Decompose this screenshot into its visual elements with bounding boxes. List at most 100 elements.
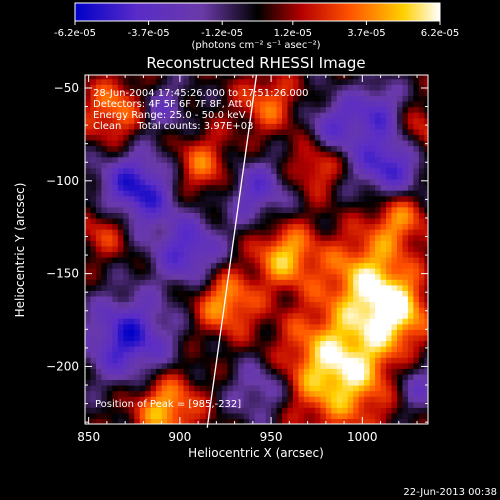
heatmap-cell: [407, 362, 414, 369]
heatmap-cell: [232, 162, 239, 169]
heatmap-cell: [178, 139, 185, 147]
heatmap-cell: [112, 78, 119, 85]
heatmap-cell: [260, 312, 267, 319]
heatmap-cell: [183, 323, 190, 330]
heatmap-cell: [292, 95, 300, 102]
heatmap-cell: [413, 373, 420, 381]
heatmap-cell: [106, 334, 113, 342]
heatmap-cell: [205, 212, 212, 219]
heatmap-cell: [386, 262, 393, 269]
heatmap-cell: [227, 396, 234, 403]
heatmap-cell: [336, 106, 343, 113]
heatmap-cell: [380, 301, 387, 308]
heatmap-cell: [418, 167, 425, 174]
heatmap-cell: [85, 195, 92, 202]
heatmap-cell: [314, 217, 321, 225]
heatmap-cell: [364, 290, 371, 297]
heatmap-cell: [347, 362, 354, 369]
heatmap-cell: [265, 273, 272, 280]
heatmap-cell: [145, 340, 152, 347]
heatmap-cell: [396, 284, 404, 291]
heatmap-cell: [265, 418, 272, 424]
heatmap-cell: [298, 401, 305, 408]
heatmap-cell: [249, 78, 256, 85]
heatmap-cell: [128, 167, 135, 174]
heatmap-cell: [210, 245, 217, 252]
heatmap-cell: [90, 95, 97, 102]
heatmap-cell: [101, 240, 108, 247]
heatmap-cell: [282, 268, 289, 275]
heatmap-cell: [123, 362, 130, 369]
heatmap-cell: [90, 357, 97, 364]
heatmap-cell: [106, 206, 113, 213]
heatmap-cell: [150, 212, 157, 219]
heatmap-cell: [298, 307, 305, 314]
heatmap-cell: [101, 290, 108, 297]
heatmap-cell: [418, 145, 425, 152]
heatmap-cell: [216, 229, 223, 236]
heatmap-cell: [287, 240, 294, 247]
heatmap-cell: [386, 117, 393, 124]
heatmap-cell: [375, 234, 382, 241]
heatmap-cell: [95, 357, 103, 364]
heatmap-cell: [303, 262, 311, 269]
heatmap-cell: [303, 167, 311, 174]
heatmap-cell: [178, 151, 185, 158]
heatmap-cell: [161, 173, 168, 180]
heatmap-cell: [418, 134, 425, 141]
heatmap-cell: [167, 139, 174, 147]
heatmap-cell: [353, 229, 360, 236]
heatmap-cell: [396, 290, 404, 297]
heatmap-cell: [292, 401, 300, 408]
heatmap-cell: [90, 401, 97, 408]
heatmap-cell: [336, 273, 343, 280]
heatmap-cell: [287, 279, 294, 286]
heatmap-cell: [287, 229, 294, 236]
heatmap-cell: [150, 323, 157, 330]
heatmap-cell: [243, 312, 250, 319]
heatmap-cell: [167, 256, 174, 264]
heatmap-cell: [194, 234, 201, 241]
heatmap-cell: [364, 84, 371, 91]
y-tick-label: −50: [54, 81, 79, 95]
heatmap-cell: [178, 290, 185, 297]
heatmap-cell: [331, 206, 338, 213]
heatmap-cell: [95, 340, 103, 347]
heatmap-cell: [314, 75, 321, 80]
heatmap-cell: [254, 251, 261, 258]
heatmap-cell: [265, 100, 272, 108]
heatmap-cell: [243, 156, 250, 163]
heatmap-cell: [188, 301, 196, 308]
heatmap-cell: [123, 212, 130, 219]
heatmap-cell: [117, 223, 124, 230]
heatmap-cell: [232, 362, 239, 369]
heatmap-cell: [134, 212, 141, 219]
heatmap-cell: [369, 412, 376, 420]
heatmap-cell: [298, 106, 305, 113]
heatmap-cell: [101, 373, 108, 381]
heatmap-cell: [194, 173, 201, 180]
heatmap-cell: [407, 145, 414, 152]
heatmap-cell: [358, 167, 365, 174]
heatmap-cell: [128, 273, 135, 280]
heatmap-cell: [271, 156, 278, 163]
heatmap-cell: [369, 368, 376, 375]
heatmap-cell: [216, 251, 223, 258]
heatmap-cell: [276, 206, 283, 213]
heatmap-cell: [418, 95, 425, 102]
heatmap-cell: [320, 256, 327, 264]
heatmap-cell: [336, 162, 343, 169]
heatmap-cell: [85, 184, 92, 191]
heatmap-cell: [282, 217, 289, 225]
heatmap-cell: [375, 139, 382, 147]
heatmap-cell: [161, 112, 168, 119]
heatmap-cell: [194, 385, 201, 392]
heatmap-cell: [407, 162, 414, 169]
heatmap-cell: [303, 123, 311, 130]
heatmap-cell: [320, 201, 327, 208]
heatmap-cell: [391, 106, 398, 113]
heatmap-cell: [347, 139, 354, 147]
heatmap-cell: [396, 145, 404, 152]
heatmap-cell: [271, 100, 278, 108]
heatmap-cell: [238, 284, 245, 291]
